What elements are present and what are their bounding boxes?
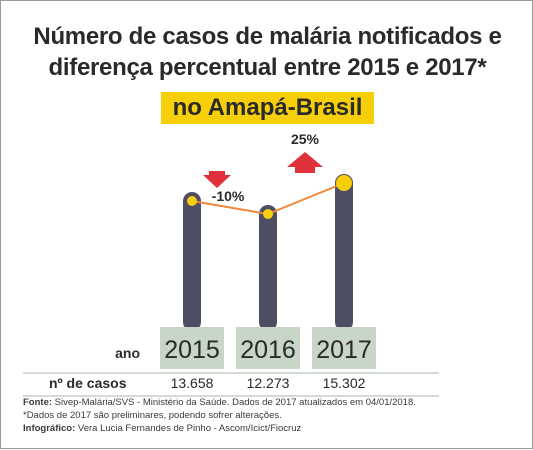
- title-line-1: Número de casos de malária notificados e: [33, 23, 502, 50]
- chart-subtitle: no Amapá-Brasil: [160, 92, 375, 124]
- column-bar-2016: [259, 205, 277, 331]
- year-label-2017: 2017: [316, 336, 372, 364]
- credit-label: Infográfico:: [23, 423, 76, 434]
- preliminary-note: *Dados de 2017 são preliminares, podendo…: [23, 410, 282, 421]
- value-label-2016: 12.273: [247, 375, 290, 391]
- value-label-2017: 15.302: [323, 375, 366, 391]
- credit-text: Vera Lucia Fernandes de Pinho - Ascom/Ic…: [75, 423, 302, 434]
- change-arrow-down: [203, 171, 231, 188]
- data-point-2015: [187, 196, 197, 206]
- credit-note: Infográfico: Vera Lucia Fernandes de Pin…: [23, 422, 523, 435]
- change-label-2017: 25%: [291, 131, 320, 147]
- source-label: Fonte:: [23, 397, 53, 408]
- column-bar-2015: [183, 192, 201, 331]
- column-bar-2017: [335, 174, 353, 331]
- source-note: Fonte: Sivep-Malária/SVS - Ministério da…: [23, 396, 523, 409]
- data-point-2017: [336, 175, 352, 191]
- title-line-2: diferença percentual entre 2015 e 2017*: [48, 54, 487, 81]
- subtitle-wrap: no Amapá-Brasil: [1, 92, 533, 124]
- year-box-2017: [312, 327, 376, 369]
- row-label-cases: nº de casos: [49, 375, 127, 391]
- footer: Fonte: Sivep-Malária/SVS - Ministério da…: [23, 396, 523, 435]
- data-point-2016: [263, 209, 273, 219]
- chart-title: Número de casos de malária notificados e…: [1, 21, 533, 83]
- change-arrow-up: [287, 152, 323, 173]
- year-box-2016: [236, 327, 300, 369]
- year-label-2016: 2016: [240, 336, 296, 364]
- source-text: Sivep-Malária/SVS - Ministério da Saúde.…: [52, 397, 416, 408]
- value-label-2015: 13.658: [171, 375, 214, 391]
- year-label-2015: 2015: [164, 336, 220, 364]
- year-box-2015: [160, 327, 224, 369]
- change-label-2016: -10%: [212, 188, 245, 204]
- row-label-year: ano: [115, 345, 140, 361]
